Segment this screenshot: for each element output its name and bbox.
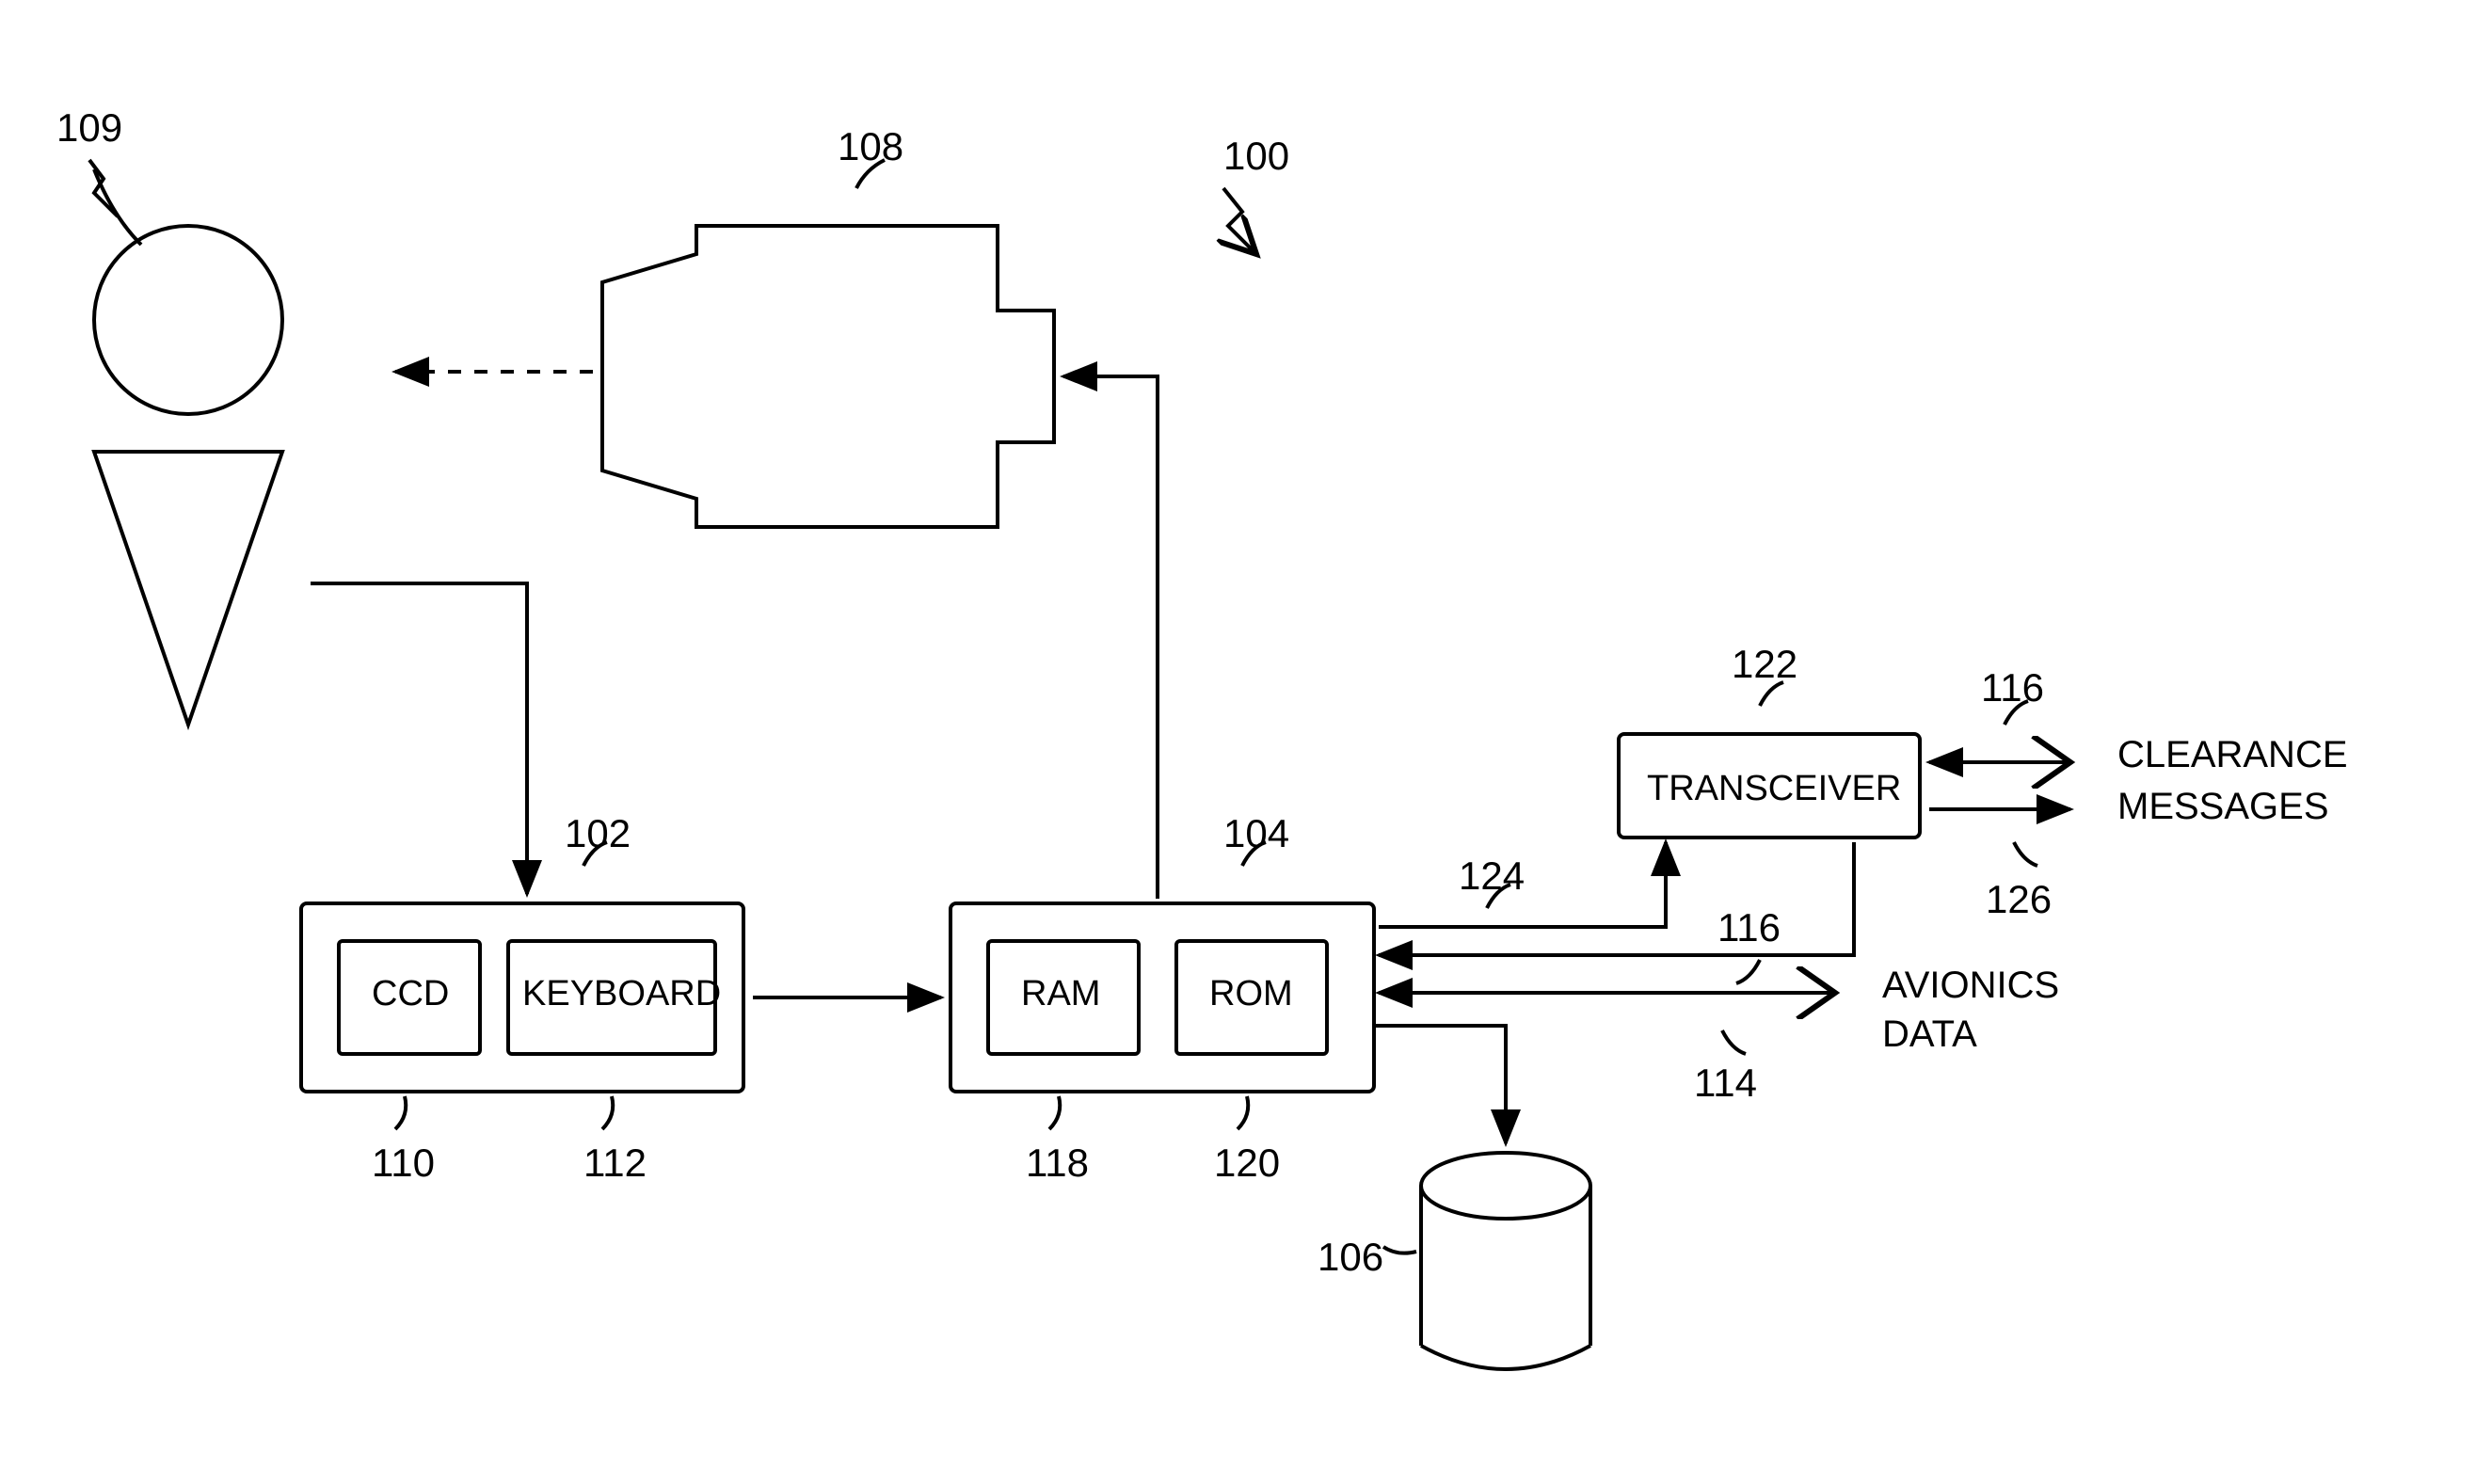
ref-104: 104 bbox=[1223, 811, 1289, 855]
ref-116b: 116 bbox=[1717, 905, 1781, 949]
ref-120: 120 bbox=[1214, 1141, 1280, 1185]
leader-110 bbox=[395, 1096, 406, 1129]
ccd-label: CCD bbox=[372, 974, 449, 1013]
processor-to-display-arrow bbox=[1063, 376, 1158, 899]
leader-126 bbox=[2014, 842, 2037, 866]
ref-106: 106 bbox=[1318, 1235, 1383, 1279]
ref-108: 108 bbox=[838, 124, 903, 168]
user-to-input-arrow bbox=[311, 583, 527, 894]
squiggle-100 bbox=[1223, 188, 1256, 254]
leader-114 bbox=[1722, 1030, 1746, 1054]
ref-118: 118 bbox=[1026, 1141, 1089, 1185]
processor-box bbox=[950, 903, 1374, 1092]
leader-116b bbox=[1736, 960, 1760, 983]
leader-120 bbox=[1238, 1096, 1248, 1129]
ref-110: 110 bbox=[372, 1141, 435, 1185]
transceiver-to-processor-arrow bbox=[1379, 842, 1854, 955]
diagram-canvas: 109 108 100 CCD KEYBOARD 102 110 112 RAM… bbox=[0, 0, 2476, 1484]
ref-102: 102 bbox=[565, 811, 631, 855]
ref-100: 100 bbox=[1223, 134, 1289, 178]
user-figure bbox=[94, 226, 282, 725]
database-shape bbox=[1421, 1153, 1590, 1369]
ram-label: RAM bbox=[1021, 974, 1100, 1013]
clearance-label: CLEARANCE bbox=[2117, 734, 2348, 775]
ref-112: 112 bbox=[583, 1141, 647, 1185]
ref-124: 124 bbox=[1459, 854, 1525, 898]
leader-118 bbox=[1049, 1096, 1060, 1129]
display-device bbox=[602, 226, 1054, 527]
leader-112 bbox=[602, 1096, 613, 1129]
avionics-label: AVIONICS bbox=[1882, 965, 2059, 1006]
ref-114: 114 bbox=[1694, 1061, 1757, 1105]
keyboard-label: KEYBOARD bbox=[522, 974, 721, 1013]
ref-126: 126 bbox=[1986, 877, 2052, 921]
ref-109: 109 bbox=[56, 105, 122, 150]
data-label: DATA bbox=[1882, 1013, 1977, 1055]
ref-122: 122 bbox=[1732, 642, 1797, 686]
rom-label: ROM bbox=[1209, 974, 1293, 1013]
processor-to-db-arrow bbox=[1374, 1026, 1506, 1143]
messages-label: MESSAGES bbox=[2117, 786, 2329, 827]
transceiver-label: TRANSCEIVER bbox=[1647, 769, 1901, 808]
leader-106 bbox=[1383, 1247, 1416, 1253]
ref-116a: 116 bbox=[1981, 665, 2044, 710]
